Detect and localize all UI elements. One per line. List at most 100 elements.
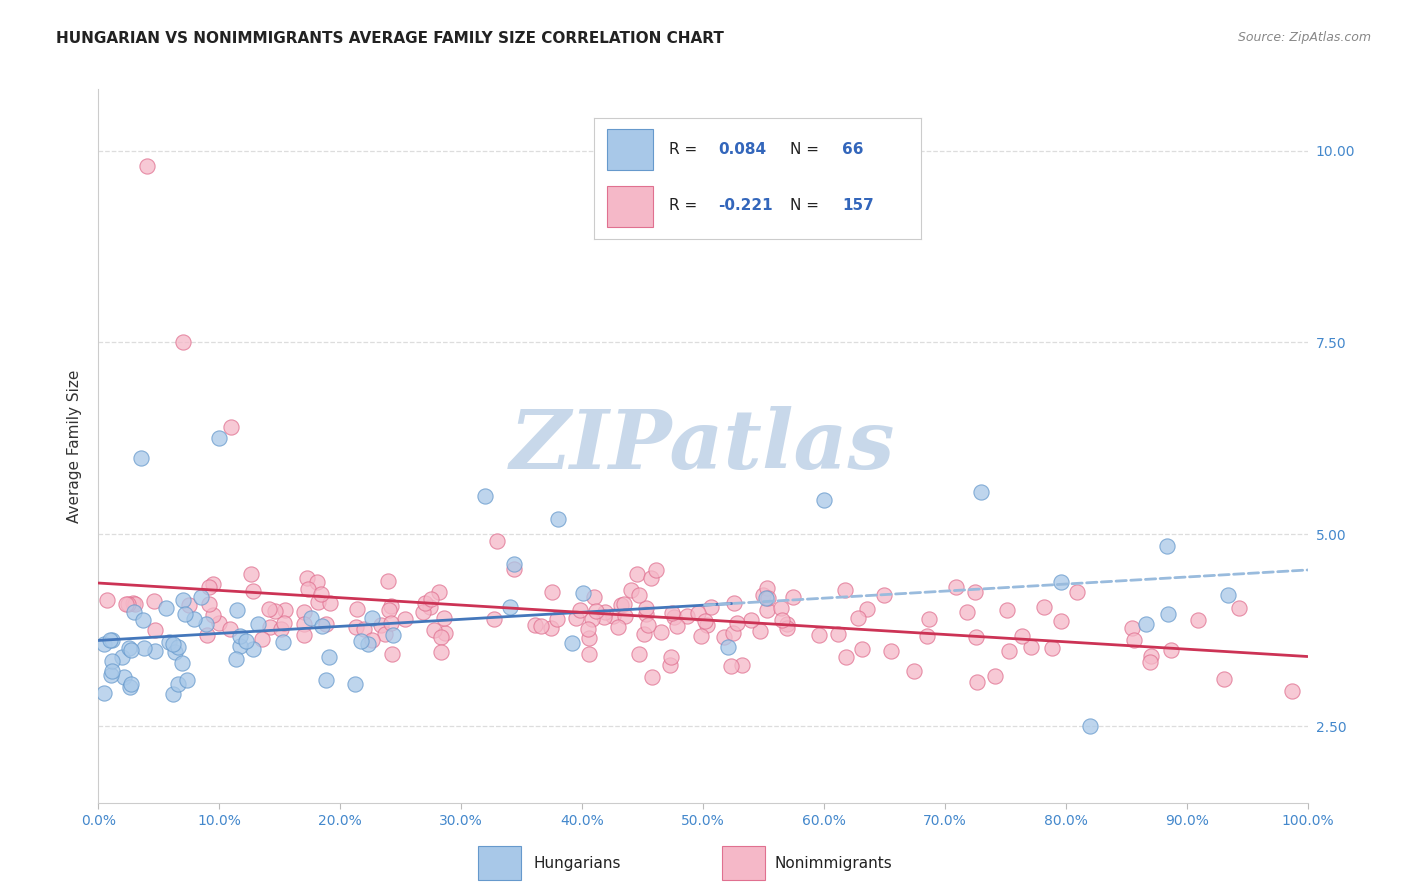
Point <box>650 625 672 640</box>
Point <box>162 687 184 701</box>
Point <box>381 628 404 642</box>
Point <box>357 637 380 651</box>
Point <box>965 630 987 644</box>
Point <box>433 610 456 624</box>
Point <box>1078 719 1101 733</box>
Point <box>412 605 434 619</box>
Point <box>370 618 392 632</box>
Point <box>229 639 252 653</box>
Point <box>723 596 745 610</box>
Point <box>614 608 637 623</box>
Point <box>633 626 655 640</box>
Point <box>157 634 180 648</box>
Point <box>984 669 1007 683</box>
Point <box>415 595 437 609</box>
Point <box>690 630 713 644</box>
Point <box>120 643 142 657</box>
Point <box>429 630 451 644</box>
Point <box>394 612 416 626</box>
Point <box>713 630 735 644</box>
Point <box>1135 617 1157 632</box>
Point <box>1066 584 1088 599</box>
Point <box>111 649 134 664</box>
Point <box>167 677 190 691</box>
Point <box>360 632 382 647</box>
Point <box>640 571 662 585</box>
Point <box>259 620 281 634</box>
Point <box>835 649 858 664</box>
Point <box>427 584 450 599</box>
Point <box>1040 640 1063 655</box>
Point <box>776 617 799 632</box>
Point <box>695 614 717 628</box>
Point <box>1011 629 1033 643</box>
Point <box>252 632 274 646</box>
Point <box>273 603 295 617</box>
Point <box>143 643 166 657</box>
Point <box>640 670 662 684</box>
Point <box>132 613 155 627</box>
Point <box>661 606 683 620</box>
Point <box>118 640 141 655</box>
Point <box>176 673 198 688</box>
Point <box>380 599 402 613</box>
Point <box>195 628 218 642</box>
Point <box>377 574 399 588</box>
Point <box>756 603 779 617</box>
Point <box>659 649 682 664</box>
Point <box>361 611 384 625</box>
Point <box>165 645 187 659</box>
Point <box>344 620 367 634</box>
Point <box>270 622 292 636</box>
Point <box>834 583 856 598</box>
Point <box>775 621 797 635</box>
Point <box>634 607 657 622</box>
Point <box>307 594 329 608</box>
Point <box>98 633 121 648</box>
Point <box>197 597 219 611</box>
Point <box>170 656 193 670</box>
Point <box>346 602 368 616</box>
Point <box>541 584 564 599</box>
Point <box>856 602 879 616</box>
Point <box>292 616 315 631</box>
Point <box>179 598 201 612</box>
Point <box>1213 672 1236 686</box>
Point <box>782 590 804 604</box>
Point <box>995 602 1018 616</box>
Point <box>970 485 993 500</box>
Point <box>576 622 599 636</box>
Point <box>299 611 322 625</box>
Point <box>808 628 831 642</box>
Point <box>813 492 835 507</box>
Point <box>628 647 651 661</box>
Point <box>208 431 231 445</box>
Point <box>966 675 988 690</box>
Point <box>1156 540 1178 554</box>
Point <box>423 623 446 637</box>
Point <box>229 630 252 644</box>
Point <box>292 628 315 642</box>
Point <box>132 640 155 655</box>
Point <box>846 611 869 625</box>
Point <box>242 583 264 598</box>
Point <box>1160 643 1182 657</box>
Point <box>502 557 524 571</box>
Point <box>381 647 404 661</box>
Point <box>1140 649 1163 664</box>
Point <box>1050 575 1073 590</box>
Point <box>578 631 600 645</box>
Point <box>183 612 205 626</box>
Point <box>380 615 402 630</box>
Point <box>827 627 849 641</box>
Point <box>547 512 569 526</box>
Point <box>264 604 287 618</box>
Point <box>292 606 315 620</box>
Point <box>546 612 568 626</box>
Point <box>429 645 451 659</box>
Point <box>756 591 779 606</box>
Point <box>420 591 443 606</box>
Point <box>1121 621 1143 635</box>
Point <box>665 618 688 632</box>
Text: Hungarians: Hungarians <box>533 855 621 871</box>
